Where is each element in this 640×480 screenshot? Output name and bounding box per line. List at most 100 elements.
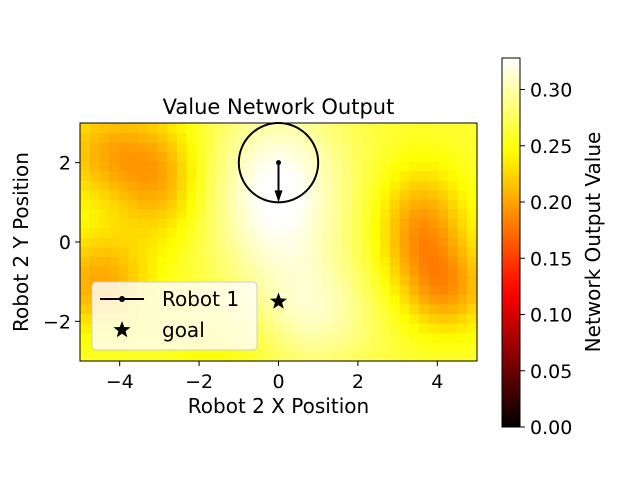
heatmap-cell: [80, 123, 91, 134]
heatmap-cell: [186, 180, 197, 191]
heatmap-cell: [283, 275, 294, 286]
heatmap-cell: [447, 180, 459, 191]
heatmap-cell: [322, 227, 333, 238]
heatmap-cell: [234, 351, 246, 362]
heatmap-cell: [409, 180, 420, 191]
heatmap-cell: [80, 218, 91, 229]
heatmap-cell: [438, 151, 449, 162]
heatmap-cell: [351, 227, 362, 238]
heatmap-cell: [322, 142, 333, 153]
heatmap-cell: [176, 170, 188, 181]
heatmap-cell: [215, 170, 226, 181]
heatmap-cell: [457, 170, 468, 181]
heatmap-cell: [312, 294, 323, 305]
heatmap-cell: [283, 313, 294, 324]
heatmap-cell: [234, 189, 246, 200]
heatmap-cell: [157, 151, 168, 162]
heatmap-cell: [99, 189, 110, 200]
heatmap-cell: [399, 275, 410, 286]
heatmap-cell: [312, 332, 323, 343]
heatmap-cell: [196, 199, 207, 210]
heatmap-cell: [99, 246, 110, 257]
heatmap-cell: [89, 351, 100, 362]
heatmap-cell: [263, 303, 275, 314]
heatmap-cell: [89, 199, 100, 210]
heatmap-cell: [254, 303, 265, 314]
heatmap-cell: [399, 351, 410, 362]
heatmap-cell: [234, 142, 246, 153]
heatmap-cell: [283, 284, 294, 295]
heatmap-cell: [302, 351, 313, 362]
heatmap-cell: [370, 161, 381, 172]
heatmap-cell: [109, 246, 120, 257]
heatmap-cell: [225, 256, 236, 267]
heatmap-cell: [234, 227, 246, 238]
heatmap-cell: [418, 294, 430, 305]
heatmap-cell: [147, 123, 159, 134]
heatmap-cell: [273, 199, 284, 210]
heatmap-cell: [293, 227, 304, 238]
heatmap-cell: [331, 218, 343, 229]
heatmap-cell: [331, 161, 343, 172]
heatmap-cell: [283, 151, 294, 162]
heatmap-cell: [389, 132, 401, 143]
heatmap-cell: [215, 199, 226, 210]
heatmap-cell: [370, 351, 381, 362]
heatmap-cell: [370, 132, 381, 143]
heatmap-cell: [457, 351, 468, 362]
heatmap-cell: [147, 256, 159, 267]
colorbar-tick-label: 0.25: [530, 136, 572, 158]
heatmap-cell: [457, 227, 468, 238]
heatmap-cell: [118, 199, 130, 210]
heatmap-cell: [196, 351, 207, 362]
heatmap-cell: [438, 180, 449, 191]
heatmap-cell: [196, 218, 207, 229]
heatmap-cell: [399, 284, 410, 295]
heatmap-cell: [293, 303, 304, 314]
heatmap-cell: [457, 275, 468, 286]
heatmap-cell: [409, 332, 420, 343]
heatmap-cell: [331, 170, 343, 181]
heatmap-cell: [409, 170, 420, 181]
heatmap-cell: [428, 246, 439, 257]
heatmap-cell: [302, 189, 313, 200]
heatmap-cell: [186, 189, 197, 200]
heatmap-cell: [447, 218, 459, 229]
heatmap-cell: [225, 123, 236, 134]
heatmap-cell: [128, 170, 139, 181]
heatmap-cell: [302, 123, 313, 134]
heatmap-cell: [263, 123, 275, 134]
heatmap-cell: [457, 246, 468, 257]
heatmap-cell: [109, 151, 120, 162]
heatmap-cell: [273, 151, 284, 162]
heatmap-cell: [341, 189, 352, 200]
heatmap-cell: [457, 313, 468, 324]
heatmap-cell: [186, 351, 197, 362]
x-tick-label: 2: [352, 371, 364, 393]
heatmap-cell: [215, 218, 226, 229]
heatmap-cell: [176, 161, 188, 172]
heatmap-cell: [370, 284, 381, 295]
heatmap-cell: [283, 237, 294, 248]
heatmap-cell: [360, 294, 372, 305]
heatmap-cell: [273, 123, 284, 134]
heatmap-cell: [428, 303, 439, 314]
heatmap-cell: [457, 199, 468, 210]
heatmap-cell: [167, 237, 178, 248]
heatmap-cell: [341, 313, 352, 324]
heatmap-cell: [302, 208, 313, 219]
heatmap-cell: [273, 265, 284, 276]
heatmap-cell: [80, 208, 91, 219]
heatmap-cell: [293, 170, 304, 181]
heatmap-cell: [380, 180, 391, 191]
heatmap-cell: [283, 303, 294, 314]
heatmap-cell: [186, 151, 197, 162]
heatmap-cell: [186, 123, 197, 134]
heatmap-cell: [167, 151, 178, 162]
heatmap-cell: [312, 123, 323, 134]
heatmap-cell: [99, 123, 110, 134]
heatmap-cell: [167, 189, 178, 200]
heatmap-cell: [147, 132, 159, 143]
heatmap-cell: [370, 170, 381, 181]
